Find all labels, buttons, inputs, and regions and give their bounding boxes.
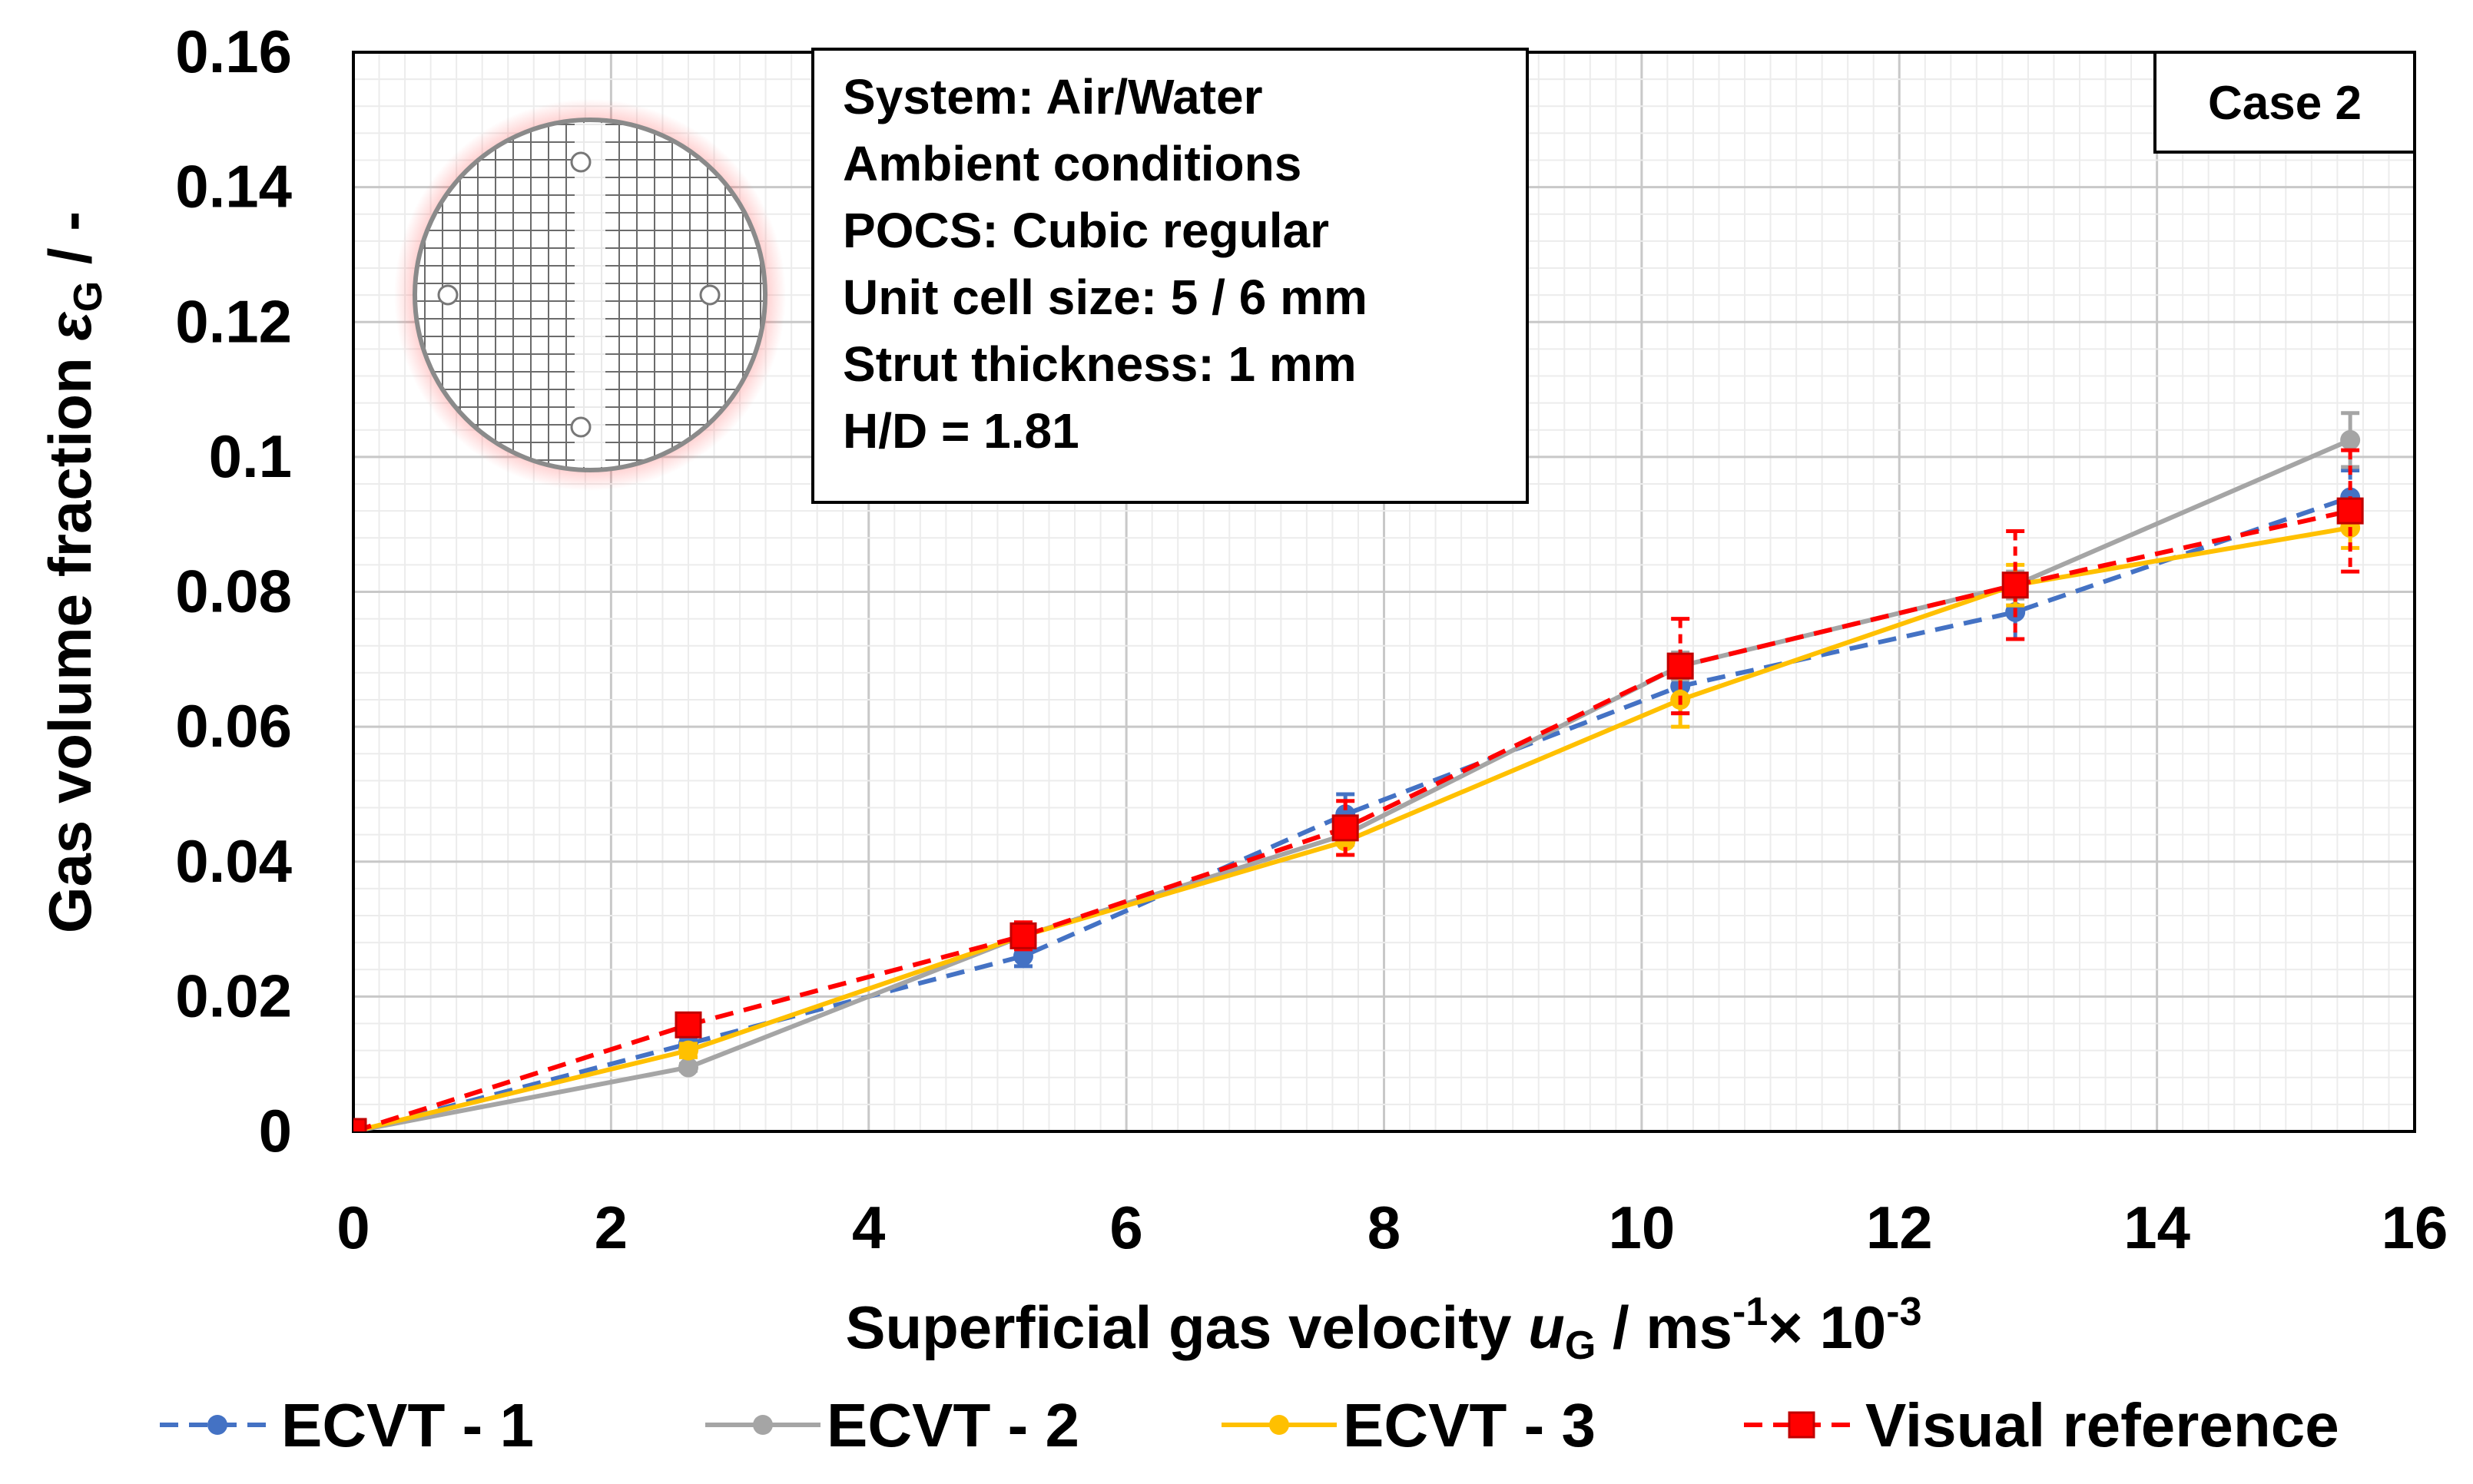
y-tick-label: 0.14 [175, 153, 292, 220]
y-tick-label: 0.06 [175, 692, 292, 760]
data-point [1009, 922, 1037, 949]
info-box: System: Air/Water Ambient conditions POC… [811, 48, 1529, 504]
x-tick-labels: 0 2 4 6 8 10 12 14 16 [336, 1194, 2448, 1261]
y-axis-title-main: Gas volume fraction [36, 341, 104, 934]
info-box-frame [811, 48, 1529, 504]
legend-label: Visual reference [1865, 1391, 2339, 1459]
y-tick-label: 0.02 [175, 962, 292, 1029]
legend: ECVT - 1 ECVT - 2 ECVT - 3 Visual reference [160, 1391, 2339, 1459]
y-axis-title-unit: / - [36, 211, 104, 281]
case-box-frame [2153, 51, 2416, 154]
series-2 [353, 411, 2361, 1131]
legend-item-2: ECVT - 2 [705, 1391, 1079, 1459]
x-tick-label: 0 [336, 1194, 370, 1261]
pocs-hole-top [570, 151, 592, 173]
y-axis-title-sub: G [66, 281, 111, 312]
x-axis-title-unit: / ms [1596, 1294, 1732, 1361]
legend-item-4: Visual reference [1744, 1391, 2339, 1459]
pocs-hole-right [699, 284, 721, 306]
y-axis-title-var: ε [36, 311, 104, 341]
info-line-1: System: Air/Water [843, 69, 1263, 124]
x-tick-label: 10 [1608, 1194, 1675, 1261]
y-tick-label: 0.1 [209, 422, 292, 490]
data-point [1331, 814, 1359, 842]
y-tick-label: 0.12 [175, 287, 292, 355]
y-tick-labels: 0 0.02 0.04 0.06 0.08 0.1 0.12 0.14 0.16 [175, 18, 292, 1164]
data-point [353, 1118, 367, 1131]
data-point [2336, 497, 2364, 525]
y-tick-label: 0.04 [175, 827, 292, 895]
x-axis-title-sup1: -1 [1732, 1290, 1768, 1334]
legend-swatch-marker [207, 1415, 227, 1435]
series-line [353, 438, 2352, 1131]
legend-label: ECVT - 3 [1343, 1391, 1596, 1459]
series-layer [353, 411, 2364, 1131]
series-4 [353, 448, 2364, 1131]
y-tick-label: 0.08 [175, 558, 292, 625]
pocs-hole-left [437, 284, 459, 306]
data-point [678, 1057, 698, 1078]
data-point [1666, 652, 1694, 680]
case-label: Case 2 [2208, 77, 2362, 130]
x-axis-title: Superficial gas velocity uG / ms-1× 10-3 [845, 1290, 1921, 1368]
info-line-4: Unit cell size: 5 / 6 mm [843, 270, 1367, 325]
x-tick-label: 2 [595, 1194, 628, 1261]
y-tick-label: 0.16 [175, 18, 292, 85]
data-point [2340, 429, 2361, 450]
pocs-inset-image [394, 99, 786, 491]
case-box: Case 2 [2153, 51, 2416, 154]
x-axis-title-sup2: -3 [1886, 1290, 1921, 1334]
x-tick-label: 14 [2123, 1194, 2190, 1261]
x-axis-title-sub: G [1565, 1323, 1596, 1368]
y-tick-label: 0 [259, 1097, 292, 1164]
data-point [2001, 571, 2029, 599]
x-tick-label: 12 [1866, 1194, 1933, 1261]
legend-swatch-marker [1788, 1411, 1815, 1439]
pocs-hole-bottom [570, 416, 592, 438]
legend-swatch-marker [753, 1415, 773, 1435]
pocs-mesh-spine [575, 123, 605, 467]
x-tick-label: 6 [1109, 1194, 1142, 1261]
legend-label: ECVT - 2 [827, 1391, 1079, 1459]
x-tick-label: 16 [2382, 1194, 2448, 1261]
info-line-6: H/D = 1.81 [843, 403, 1079, 459]
legend-label: ECVT - 1 [281, 1391, 534, 1459]
y-axis-title: Gas volume fraction εG / - [36, 211, 111, 933]
legend-item-3: ECVT - 3 [1222, 1391, 1596, 1459]
info-line-2: Ambient conditions [843, 136, 1301, 191]
data-point [678, 1040, 698, 1061]
legend-item-1: ECVT - 1 [160, 1391, 534, 1459]
data-point [675, 1011, 702, 1038]
info-line-3: POCS: Cubic regular [843, 203, 1329, 258]
x-axis-title-var: u [1528, 1294, 1565, 1361]
x-tick-label: 4 [852, 1194, 885, 1261]
x-axis-title-times: × 10 [1768, 1294, 1886, 1361]
info-line-5: Strut thickness: 1 mm [843, 336, 1357, 392]
legend-swatch-marker [1269, 1415, 1289, 1435]
x-axis-title-main: Superficial gas velocity [845, 1294, 1528, 1361]
x-tick-label: 8 [1367, 1194, 1401, 1261]
